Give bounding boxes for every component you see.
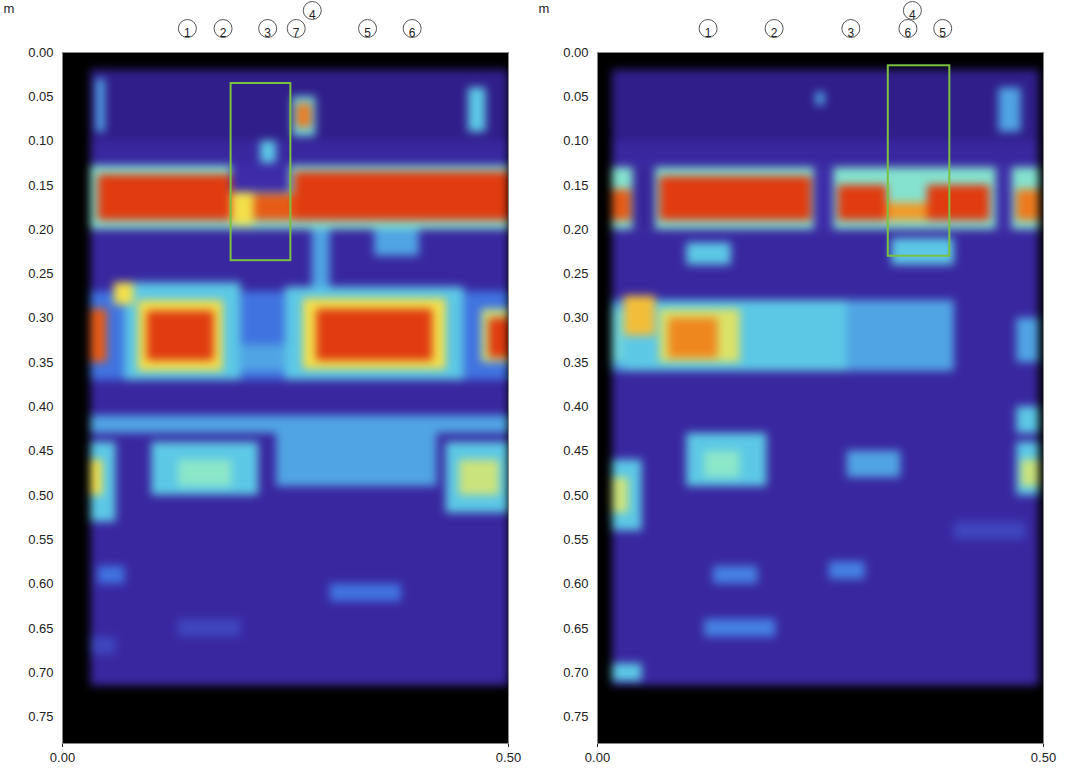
svg-text:0.45: 0.45 [563,443,588,458]
svg-text:0.35: 0.35 [28,355,53,370]
svg-text:3: 3 [264,26,271,40]
svg-text:0.75: 0.75 [28,709,53,724]
svg-text:m: m [4,1,15,16]
svg-text:0.50: 0.50 [28,488,53,503]
svg-text:7: 7 [293,26,300,40]
svg-text:0.10: 0.10 [563,133,588,148]
svg-text:0.70: 0.70 [563,665,588,680]
svg-text:1: 1 [705,26,712,40]
svg-text:0.00: 0.00 [28,45,53,60]
svg-text:0.25: 0.25 [28,266,53,281]
svg-text:0.40: 0.40 [563,399,588,414]
svg-text:0.30: 0.30 [563,310,588,325]
svg-text:0.55: 0.55 [28,532,53,547]
svg-text:5: 5 [364,26,371,40]
svg-text:0.60: 0.60 [28,576,53,591]
svg-text:0.45: 0.45 [28,443,53,458]
svg-text:1: 1 [184,26,191,40]
svg-text:0.00: 0.00 [50,750,75,765]
svg-text:0.25: 0.25 [563,266,588,281]
svg-text:0.10: 0.10 [28,133,53,148]
svg-text:2: 2 [771,26,778,40]
svg-text:6: 6 [905,26,912,40]
svg-text:m: m [539,1,550,16]
svg-text:0.50: 0.50 [496,750,521,765]
svg-text:3: 3 [847,26,854,40]
svg-text:0.55: 0.55 [563,532,588,547]
svg-text:2: 2 [220,26,227,40]
svg-text:4: 4 [909,8,916,22]
svg-text:0.50: 0.50 [563,488,588,503]
svg-text:0.00: 0.00 [563,45,588,60]
svg-text:0.00: 0.00 [585,750,610,765]
svg-text:0.65: 0.65 [563,620,588,635]
svg-text:0.30: 0.30 [28,310,53,325]
svg-text:4: 4 [309,8,316,22]
svg-text:5: 5 [939,26,946,40]
svg-text:0.40: 0.40 [28,399,53,414]
svg-text:0.20: 0.20 [563,222,588,237]
svg-text:0.60: 0.60 [563,576,588,591]
svg-text:0.05: 0.05 [28,89,53,104]
svg-text:0.70: 0.70 [28,665,53,680]
svg-text:0.35: 0.35 [563,355,588,370]
svg-text:0.05: 0.05 [563,89,588,104]
svg-text:0.20: 0.20 [28,222,53,237]
svg-text:0.75: 0.75 [563,709,588,724]
svg-text:0.15: 0.15 [563,178,588,193]
svg-text:0.15: 0.15 [28,178,53,193]
svg-text:6: 6 [409,26,416,40]
svg-text:0.50: 0.50 [1031,750,1056,765]
svg-text:0.65: 0.65 [28,620,53,635]
